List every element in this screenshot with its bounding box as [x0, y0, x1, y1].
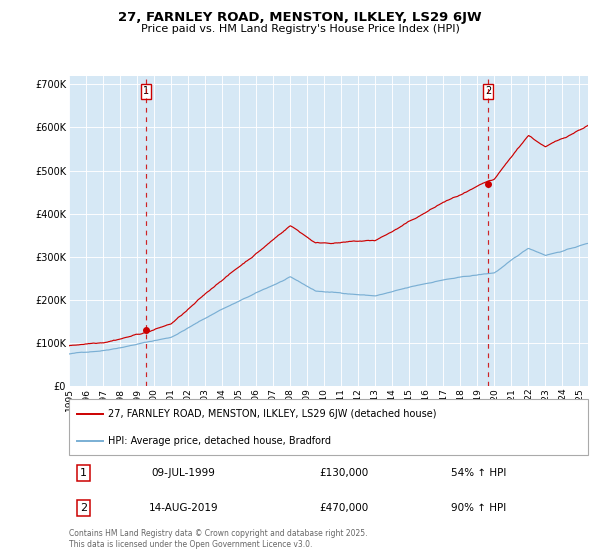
- Text: 90% ↑ HPI: 90% ↑ HPI: [451, 503, 506, 513]
- Text: 27, FARNLEY ROAD, MENSTON, ILKLEY, LS29 6JW (detached house): 27, FARNLEY ROAD, MENSTON, ILKLEY, LS29 …: [108, 409, 436, 419]
- Text: Contains HM Land Registry data © Crown copyright and database right 2025.
This d: Contains HM Land Registry data © Crown c…: [69, 529, 367, 549]
- Text: 27, FARNLEY ROAD, MENSTON, ILKLEY, LS29 6JW: 27, FARNLEY ROAD, MENSTON, ILKLEY, LS29 …: [118, 11, 482, 24]
- Text: HPI: Average price, detached house, Bradford: HPI: Average price, detached house, Brad…: [108, 436, 331, 446]
- Text: Price paid vs. HM Land Registry's House Price Index (HPI): Price paid vs. HM Land Registry's House …: [140, 24, 460, 34]
- Text: 14-AUG-2019: 14-AUG-2019: [148, 503, 218, 513]
- Text: £470,000: £470,000: [319, 503, 368, 513]
- FancyBboxPatch shape: [69, 399, 588, 455]
- Text: 2: 2: [80, 503, 87, 513]
- Text: 09-JUL-1999: 09-JUL-1999: [151, 468, 215, 478]
- Text: 54% ↑ HPI: 54% ↑ HPI: [451, 468, 506, 478]
- Text: £130,000: £130,000: [319, 468, 368, 478]
- Text: 2: 2: [485, 86, 491, 96]
- Text: 1: 1: [143, 86, 149, 96]
- Text: 1: 1: [80, 468, 87, 478]
